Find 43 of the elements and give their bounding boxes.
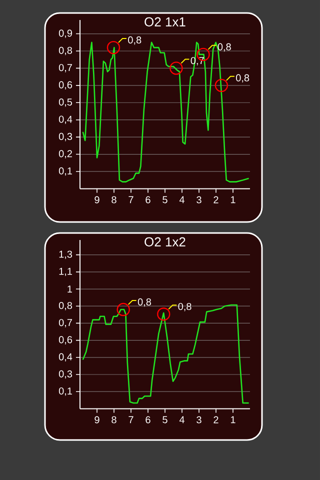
y-tick-label: 0,1 (58, 167, 72, 176)
y-tick-label: 0,6 (58, 81, 72, 90)
y-tick-label: 1 (68, 286, 72, 292)
x-tick-label: 8 (112, 416, 116, 424)
y-tick-label: 0,1 (58, 387, 72, 396)
annotation: 0,8 (138, 298, 152, 307)
chart-title: O2 1x2 (144, 237, 186, 246)
x-tick-label: 7 (128, 196, 134, 204)
annotation: 0,8 (178, 302, 192, 312)
annotation: 0,8 (128, 36, 142, 45)
y-tick-label: 0,4 (58, 353, 72, 362)
x-tick-label: 3 (196, 416, 202, 424)
x-tick-label: 5 (162, 416, 168, 424)
y-tick-label: 0,9 (58, 30, 72, 38)
x-tick-label: 3 (196, 196, 202, 204)
y-tick-label: 0,7 (58, 319, 72, 328)
chart-title: O2 1x1 (144, 17, 186, 26)
y-tick-label: 0,8 (58, 46, 72, 56)
y-tick-label: 0,5 (58, 98, 72, 107)
y-tick-label: 0,4 (58, 116, 72, 124)
y-tick-label: 0,8 (58, 302, 72, 310)
x-tick-label: 4 (179, 196, 184, 204)
x-tick-label: 1 (230, 196, 236, 204)
x-tick-label: 6 (146, 196, 150, 204)
x-tick-label: 7 (128, 416, 134, 424)
y-tick-label: 0,3 (58, 370, 72, 379)
y-tick-label: 1,1 (59, 268, 72, 276)
x-tick-label: 9 (94, 416, 100, 424)
y-tick-label: 1,3 (59, 250, 72, 259)
y-tick-label: 0,7 (58, 64, 72, 72)
x-tick-label: 4 (179, 416, 184, 424)
x-tick-label: 8 (112, 196, 116, 204)
x-tick-label: 6 (146, 416, 150, 424)
x-tick-label: 9 (94, 196, 100, 204)
x-tick-label: 1 (230, 416, 236, 424)
annotation: 0,8 (236, 74, 250, 83)
annotation: 0,8 (218, 43, 231, 52)
y-tick-label: 0,3 (58, 132, 72, 142)
y-tick-label: 0,2 (58, 150, 72, 158)
x-tick-label: 5 (162, 196, 168, 204)
x-tick-label: 2 (214, 416, 218, 424)
x-tick-label: 2 (214, 196, 218, 204)
y-tick-label: 0,6 (58, 336, 72, 344)
